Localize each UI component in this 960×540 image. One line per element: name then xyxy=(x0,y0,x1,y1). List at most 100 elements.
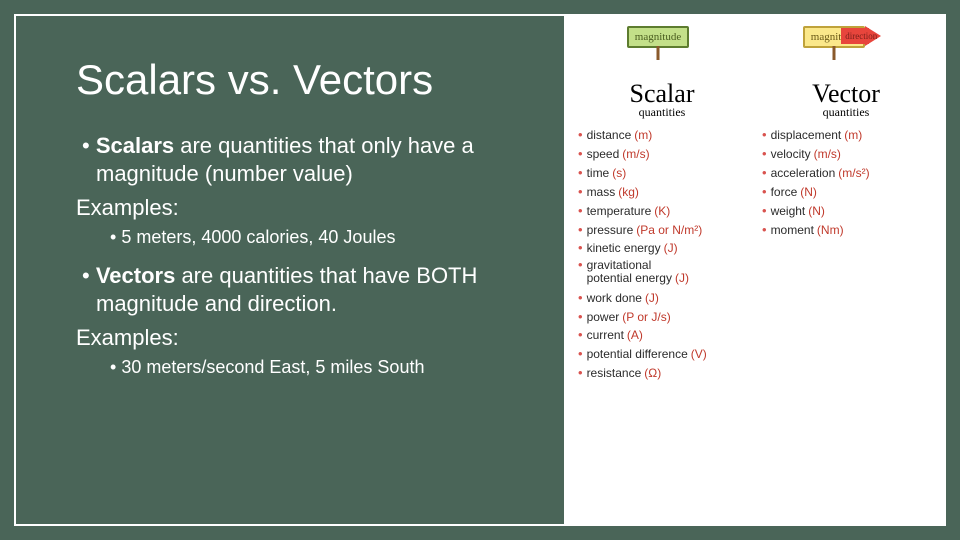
bullet-icon: • xyxy=(578,308,583,327)
vector-list: • displacement(m) • velocity(m/s) • accelerat… xyxy=(754,126,938,383)
list-item: • time(s) xyxy=(578,164,754,183)
list-item: • acceleration(m/s²) xyxy=(762,164,938,183)
list-item: • work done(J) xyxy=(578,289,754,308)
scalar-subhead: quantities xyxy=(570,105,754,120)
list-item: •moment(Nm) xyxy=(762,221,938,240)
scalar-bold: Scalars xyxy=(96,133,174,158)
list-item: • current(A) xyxy=(578,326,754,345)
item-unit: (m) xyxy=(634,128,652,142)
item-name: velocity xyxy=(771,147,811,161)
examples-label-2: Examples: xyxy=(76,325,544,351)
item-name: potential difference xyxy=(587,347,688,361)
item-unit: (m) xyxy=(844,128,862,142)
item-name: power xyxy=(587,310,620,324)
item-name: weight xyxy=(771,204,806,218)
item-name: force xyxy=(771,185,798,199)
item-name: pressure xyxy=(587,223,634,237)
bullet-icon: • xyxy=(762,126,767,145)
item-name: current xyxy=(587,328,624,342)
bullet-icon: • xyxy=(578,145,583,164)
list-item: • force(N) xyxy=(762,183,938,202)
list-item: • temperature(K) xyxy=(578,202,754,221)
vector-bold: Vectors xyxy=(96,263,176,288)
item-unit: (P or J/s) xyxy=(622,310,670,324)
item-name: work done xyxy=(587,291,642,305)
examples-label-1: Examples: xyxy=(76,195,544,221)
vector-header: Vector quantities xyxy=(754,82,938,120)
list-item: • kinetic energy(J) xyxy=(578,239,754,258)
lists-row: •distance(m)•speed(m/s)•time(s)•mass(kg)… xyxy=(570,126,938,383)
vector-subhead: quantities xyxy=(754,105,938,120)
item-unit: (K) xyxy=(654,204,670,218)
bullet-icon: • xyxy=(578,183,583,202)
item-name: time xyxy=(587,166,610,180)
bullet-icon: • xyxy=(578,289,583,308)
list-item: •potential difference(V) xyxy=(578,345,754,364)
item-name: gravitationalpotential energy xyxy=(587,258,672,285)
item-name: acceleration xyxy=(771,166,836,180)
item-unit: (V) xyxy=(691,347,707,361)
list-item: • displacement(m) xyxy=(762,126,938,145)
slide-title: Scalars vs. Vectors xyxy=(76,56,544,104)
bullet-icon: • xyxy=(578,202,583,221)
item-unit: (kg) xyxy=(618,185,639,199)
item-unit: (N) xyxy=(800,185,817,199)
item-unit: (m/s²) xyxy=(838,166,869,180)
item-name: temperature xyxy=(587,204,652,218)
direction-arrow-icon: direction xyxy=(865,26,881,46)
item-name: displacement xyxy=(771,128,842,142)
text-column: Scalars vs. Vectors Scalars are quantiti… xyxy=(16,16,564,524)
item-unit: (m/s) xyxy=(622,147,649,161)
list-item: • weight(N) xyxy=(762,202,938,221)
vector-signpost: magnitude direction xyxy=(803,26,881,72)
bullet-icon: • xyxy=(578,126,583,145)
vector-definition: Vectors are quantities that have BOTH ma… xyxy=(76,262,544,317)
bullet-icon: • xyxy=(578,164,583,183)
item-unit: (s) xyxy=(612,166,626,180)
item-unit: (m/s) xyxy=(814,147,841,161)
bullet-icon: • xyxy=(578,326,583,345)
item-name: distance xyxy=(587,128,632,142)
slide-frame: Scalars vs. Vectors Scalars are quantiti… xyxy=(14,14,946,526)
item-name: speed xyxy=(587,147,620,161)
bullet-icon: • xyxy=(762,164,767,183)
list-item: • speed(m/s) xyxy=(578,145,754,164)
scalar-definition: Scalars are quantities that only have a … xyxy=(76,132,544,187)
scalar-examples: 5 meters, 4000 calories, 40 Joules xyxy=(76,227,544,248)
item-unit: (N) xyxy=(808,204,825,218)
list-item: • gravitationalpotential energy(J) xyxy=(578,258,754,285)
item-unit: (J) xyxy=(675,271,689,285)
list-item: • velocity(m/s) xyxy=(762,145,938,164)
bullet-icon: • xyxy=(578,239,583,258)
scalar-header: Scalar quantities xyxy=(570,82,754,120)
item-unit: (Pa or N/m²) xyxy=(636,223,702,237)
vector-head-text: Vector xyxy=(754,82,938,105)
item-unit: (J) xyxy=(645,291,659,305)
item-name: kinetic energy xyxy=(587,241,661,255)
list-item: • resistance(Ω) xyxy=(578,364,754,383)
list-item: • distance(m) xyxy=(578,126,754,145)
column-headers: Scalar quantities Vector quantities xyxy=(570,82,938,120)
item-name: resistance xyxy=(587,366,642,380)
list-item: • power(P or J/s) xyxy=(578,308,754,327)
vector-examples: 30 meters/second East, 5 miles South xyxy=(76,357,544,378)
bullet-icon: • xyxy=(762,202,767,221)
bullet-icon: • xyxy=(762,183,767,202)
diagram-panel: magnitude magnitude direction Scalar qua… xyxy=(564,16,944,524)
item-unit: (Ω) xyxy=(644,366,661,380)
item-unit: (A) xyxy=(627,328,643,342)
item-unit: (Nm) xyxy=(817,223,844,237)
bullet-icon: • xyxy=(578,364,583,383)
bullet-icon: • xyxy=(762,145,767,164)
scalar-head-text: Scalar xyxy=(570,82,754,105)
scalar-list: • distance(m) • speed(m/s) • time(s) • mass(kg)… xyxy=(570,126,754,383)
bullet-icon: • xyxy=(762,221,767,240)
bullet-icon: • xyxy=(578,258,583,272)
list-item: •pressure(Pa or N/m²) xyxy=(578,221,754,240)
list-item: • mass(kg) xyxy=(578,183,754,202)
direction-label: direction xyxy=(845,31,877,41)
signpost-row: magnitude magnitude direction xyxy=(570,26,938,72)
item-unit: (J) xyxy=(664,241,678,255)
magnitude-sign-1: magnitude xyxy=(627,26,689,48)
item-name: mass xyxy=(587,185,616,199)
